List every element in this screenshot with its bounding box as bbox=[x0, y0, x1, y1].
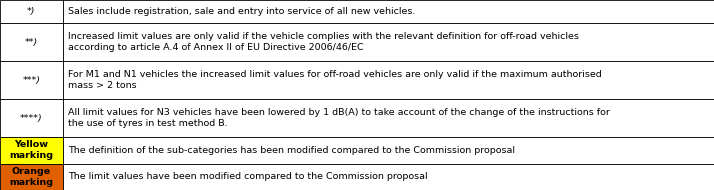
Bar bbox=[63, 164, 714, 190]
Text: The definition of the sub-categories has been modified compared to the Commissio: The definition of the sub-categories has… bbox=[68, 146, 515, 155]
Text: ****): ****) bbox=[20, 114, 43, 123]
Bar bbox=[0, 0, 63, 23]
Bar bbox=[0, 137, 63, 164]
Bar bbox=[63, 99, 714, 137]
Text: *): *) bbox=[27, 7, 36, 16]
Text: The limit values have been modified compared to the Commission proposal: The limit values have been modified comp… bbox=[68, 172, 428, 181]
Text: Increased limit values are only valid if the vehicle complies with the relevant : Increased limit values are only valid if… bbox=[68, 32, 579, 52]
Bar bbox=[0, 61, 63, 99]
Text: For M1 and N1 vehicles the increased limit values for off-road vehicles are only: For M1 and N1 vehicles the increased lim… bbox=[68, 70, 602, 90]
Bar bbox=[63, 137, 714, 164]
Text: Sales include registration, sale and entry into service of all new vehicles.: Sales include registration, sale and ent… bbox=[68, 7, 416, 16]
Text: **): **) bbox=[25, 38, 38, 47]
Bar bbox=[0, 164, 63, 190]
Bar bbox=[63, 23, 714, 61]
Bar bbox=[0, 23, 63, 61]
Text: Orange
marking: Orange marking bbox=[9, 167, 54, 187]
Bar bbox=[63, 61, 714, 99]
Bar bbox=[63, 0, 714, 23]
Text: Yellow
marking: Yellow marking bbox=[9, 140, 54, 160]
Bar bbox=[0, 99, 63, 137]
Text: ***): ***) bbox=[22, 76, 41, 85]
Text: All limit values for N3 vehicles have been lowered by 1 dB(A) to take account of: All limit values for N3 vehicles have be… bbox=[68, 108, 610, 128]
